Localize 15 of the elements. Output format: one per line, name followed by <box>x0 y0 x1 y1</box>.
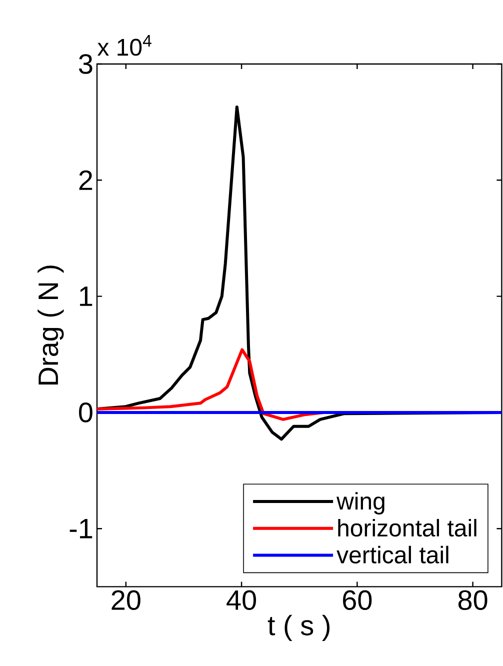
y-tick-label: -1 <box>70 518 92 538</box>
text: x 10$^{4}$ <box>97 35 152 56</box>
legend-label: wing <box>336 492 384 514</box>
x-tick-label: 20 <box>112 590 140 610</box>
y-tick-label: 3 <box>78 54 92 74</box>
legend-label: vertical tail <box>336 546 448 564</box>
legend-label: horizontal tail <box>338 518 476 537</box>
x-tick-label: 60 <box>343 590 372 610</box>
y-tick-label: 0 <box>79 402 92 422</box>
y-axis-title: Drag ( N ) <box>38 266 64 384</box>
y-tick-label: 1 <box>80 286 92 306</box>
x-tick-label: 80 <box>458 590 488 610</box>
y-tick-label: 2 <box>79 170 92 190</box>
x-axis-title: t ( s ) <box>268 614 330 641</box>
x-tick-label: 40 <box>226 590 256 610</box>
